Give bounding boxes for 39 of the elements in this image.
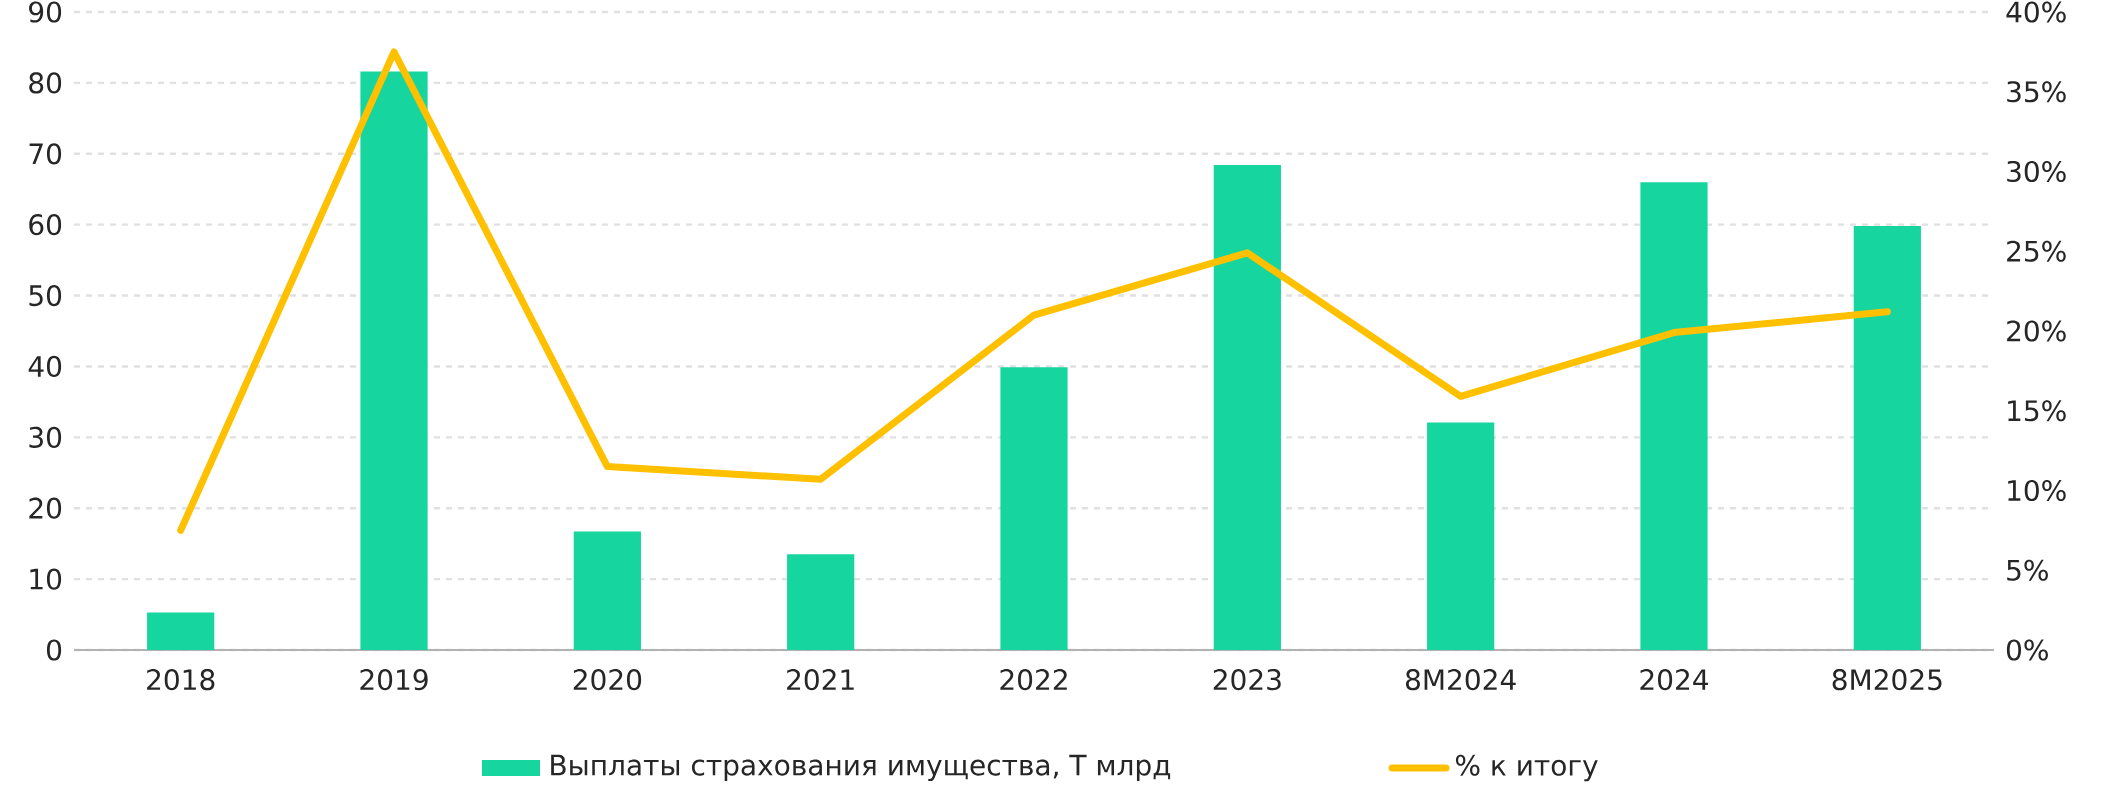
y2-tick-label: 5% xyxy=(2007,559,2048,581)
y-tick-label: 50 xyxy=(29,284,62,307)
y-tick-label: 80 xyxy=(29,72,62,94)
y2-tick-label: 40% xyxy=(2006,1,2066,23)
y2-tick-label: 30% xyxy=(2007,160,2066,183)
x-tick-label: 2018 xyxy=(147,669,215,691)
y-tick-label: 10 xyxy=(30,568,62,590)
y2-tick-label: 15% xyxy=(2008,400,2066,422)
x-tick-label: 2024 xyxy=(1640,669,1709,691)
x-tick-label: 2019 xyxy=(360,669,428,691)
y2-tick-label: 20% xyxy=(2007,320,2066,342)
bar xyxy=(787,554,855,650)
y-tick-label: 20 xyxy=(29,497,62,519)
y-tick-label: 70 xyxy=(29,143,62,165)
x-tick-label: 2023 xyxy=(1213,669,1281,691)
y-tick-label: 60 xyxy=(29,214,62,236)
y-tick-label: 90 xyxy=(29,1,62,23)
y2-tick-label: 35% xyxy=(2007,81,2066,103)
x-tick-label: 8M2025 xyxy=(1832,669,1942,691)
bar xyxy=(1853,226,1921,650)
bar xyxy=(147,612,215,650)
bar xyxy=(1427,422,1495,650)
y-tick-label: 30 xyxy=(29,426,62,448)
bar xyxy=(1000,367,1068,650)
bar xyxy=(1213,165,1281,650)
legend-label: % к итогу xyxy=(1455,754,1598,782)
y-tick-label: 40 xyxy=(28,355,62,378)
y2-tick-label: 0% xyxy=(2006,639,2048,661)
bar xyxy=(1640,182,1708,650)
bar xyxy=(360,71,428,650)
bar xyxy=(573,531,641,650)
x-tick-label: 2020 xyxy=(573,669,642,691)
x-tick-label: 2022 xyxy=(1000,669,1067,691)
x-tick-label: 8M2024 xyxy=(1405,669,1516,691)
y-tick-label: 0 xyxy=(46,639,62,661)
x-tick-label: 2021 xyxy=(787,669,854,691)
y2-tick-label: 25% xyxy=(2007,240,2066,262)
legend-label: Выплаты страхования имущества, Т млрд xyxy=(551,754,1171,782)
y2-tick-label: 10% xyxy=(2008,479,2066,502)
